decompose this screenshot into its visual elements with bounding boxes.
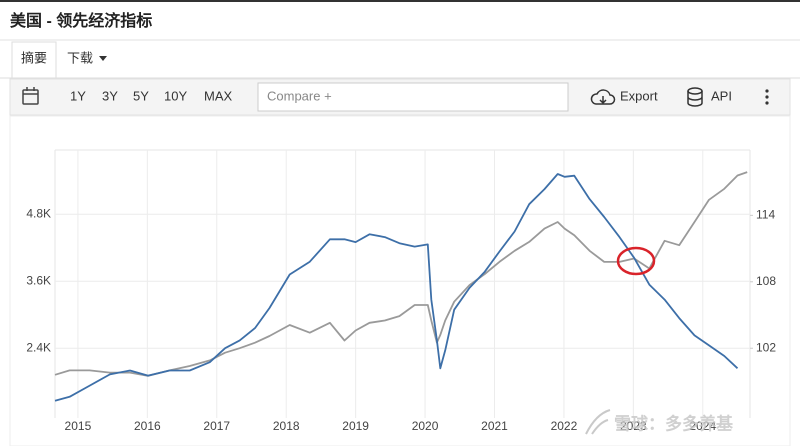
x-tick-label: 2022 xyxy=(551,419,578,433)
tab[interactable]: 摘要 xyxy=(21,50,47,65)
x-tick-label: 2021 xyxy=(481,419,508,433)
tab-active[interactable] xyxy=(11,41,57,79)
y-tick-label: 2.4K xyxy=(26,340,51,354)
database-icon[interactable] xyxy=(687,87,703,107)
x-tick-label: 2024 xyxy=(689,419,716,433)
y-tick-label: 3.6K xyxy=(26,273,51,287)
cloud-icon[interactable] xyxy=(590,89,616,105)
range-button[interactable]: 1Y xyxy=(70,88,86,103)
header xyxy=(0,2,800,40)
y2-tick-label: 102 xyxy=(756,340,776,354)
range-button[interactable]: MAX xyxy=(204,88,233,103)
watermark: 雪球：多多养基 xyxy=(614,413,734,433)
range-button[interactable]: 5Y xyxy=(133,88,149,103)
x-tick-label: 2020 xyxy=(412,419,439,433)
dropdown-arrow xyxy=(99,56,107,61)
top-line xyxy=(0,0,800,2)
x-tick-label: 2018 xyxy=(273,419,300,433)
x-tick-label: 2015 xyxy=(65,419,92,433)
x-tick-label: 2019 xyxy=(342,419,369,433)
y2-tick-label: 114 xyxy=(756,208,775,222)
watermark-logo xyxy=(585,409,611,435)
range-button[interactable]: 3Y xyxy=(102,88,118,103)
range-button[interactable]: 10Y xyxy=(164,88,187,103)
compare-placeholder[interactable]: Compare + xyxy=(267,88,332,103)
export-button[interactable]: Export xyxy=(620,88,658,103)
x-tick-label: 2023 xyxy=(620,419,647,433)
x-tick-label: 2017 xyxy=(203,419,230,433)
x-tick-label: 2016 xyxy=(134,419,161,433)
line-series xyxy=(54,173,739,402)
y2-tick-label: 108 xyxy=(756,274,776,288)
page-title: 美国 - 领先经济指标 xyxy=(10,11,152,30)
tab[interactable]: 下载 xyxy=(67,50,93,65)
calendar-icon[interactable] xyxy=(22,87,39,105)
api-button[interactable]: API xyxy=(711,88,732,103)
y-tick-label: 4.8K xyxy=(26,206,51,220)
annotation-circle xyxy=(616,246,656,276)
more-menu[interactable] xyxy=(765,89,769,105)
compare-input[interactable] xyxy=(257,82,569,112)
